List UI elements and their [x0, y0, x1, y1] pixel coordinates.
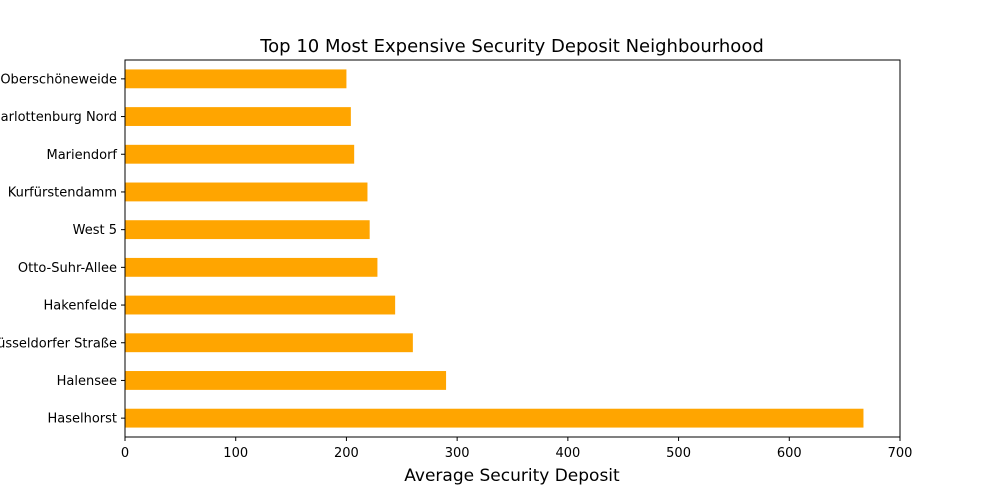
bar [125, 295, 396, 315]
y-tick-label: Otto-Suhr-Allee [18, 261, 117, 276]
y-axis-ticks: Haselhorst Halensee Düsseldorfer Straße Hak… [0, 72, 125, 427]
chart-title: Top 10 Most Expensive Security Deposit N… [259, 36, 764, 57]
bar [125, 107, 351, 126]
bar [125, 69, 347, 89]
bar [125, 257, 378, 277]
x-tick-label: 100 [223, 446, 248, 461]
y-tick-label: Hakenfelde [44, 299, 117, 314]
bar [125, 408, 864, 428]
x-tick-label: 600 [777, 446, 802, 461]
y-tick-label: West 5 [73, 223, 117, 238]
y-tick-label: Charlottenburg Nord [0, 110, 117, 125]
y-tick-label: Oberschöneweide [0, 72, 117, 87]
x-tick-label: 300 [445, 446, 470, 461]
y-tick-label: Düsseldorfer Straße [0, 336, 117, 351]
y-tick-label: Haselhorst [47, 412, 117, 427]
bar [125, 371, 447, 390]
x-tick-label: 500 [666, 446, 691, 461]
x-axis-ticks: 0 100 200 300 400 500 600 700 [121, 437, 913, 461]
plot-frame [124, 59, 901, 438]
x-tick-label: 400 [555, 446, 580, 461]
x-tick-label: 0 [121, 446, 129, 461]
x-tick-label: 700 [888, 446, 913, 461]
y-tick-label: Halensee [57, 374, 117, 389]
x-tick-label: 200 [334, 446, 359, 461]
bars-group [125, 69, 864, 428]
bar [125, 220, 370, 240]
y-tick-label: Mariendorf [46, 148, 117, 163]
bar [125, 333, 413, 353]
x-axis-label: Average Security Deposit [404, 466, 620, 486]
y-tick-label: Kurfürstendamm [8, 185, 117, 200]
bar [125, 144, 355, 164]
bar [125, 182, 368, 202]
